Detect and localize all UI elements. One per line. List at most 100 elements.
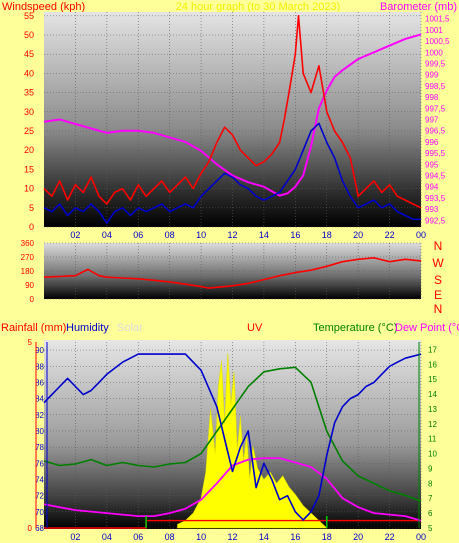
x-tick-label: 04 bbox=[102, 230, 112, 240]
humidity-tick-label: 76 bbox=[35, 459, 44, 468]
barometer-tick-label: 999,5 bbox=[425, 60, 446, 69]
barometer-tick-label: 996 bbox=[425, 138, 439, 147]
temperature-tick-label: 16 bbox=[428, 360, 437, 369]
windspeed-tick-label: 15 bbox=[24, 164, 34, 174]
temperature-tick-label: 15 bbox=[428, 375, 437, 384]
barometer-tick-label: 994 bbox=[425, 183, 439, 192]
compass-e: E bbox=[434, 288, 442, 302]
temperature-line bbox=[43, 366, 422, 502]
barometer-tick-label: 998,5 bbox=[425, 82, 446, 91]
humidity-ticks: 68 70 72 74 76 78 80 82 84 86 88 90 bbox=[35, 346, 44, 533]
climate-x-ticks: 02 04 06 08 10 12 14 16 18 20 22 00 bbox=[70, 532, 426, 542]
temperature-tick-label: 7 bbox=[428, 494, 433, 503]
climate-grid bbox=[44, 342, 422, 529]
x-tick-label: 00 bbox=[416, 532, 426, 542]
x-tick-label: 12 bbox=[227, 230, 237, 240]
windspeed-tick-label: 5 bbox=[29, 203, 34, 213]
barometer-tick-label: 1001 bbox=[425, 26, 443, 35]
x-tick-label: 14 bbox=[259, 230, 269, 240]
x-tick-label: 18 bbox=[322, 230, 332, 240]
x-tick-label: 18 bbox=[322, 532, 332, 542]
humidity-tick-label: 86 bbox=[35, 378, 44, 387]
barometer-tick-label: 992,5 bbox=[425, 216, 446, 225]
direction-tick-label: 180 bbox=[21, 267, 35, 276]
windspeed-tick-label: 30 bbox=[24, 107, 34, 117]
barometer-tick-label: 1001,5 bbox=[425, 15, 450, 24]
x-tick-label: 22 bbox=[385, 532, 395, 542]
direction-tick-label: 360 bbox=[21, 239, 35, 248]
x-tick-label: 22 bbox=[385, 230, 395, 240]
x-tick-label: 06 bbox=[133, 532, 143, 542]
wind-x-ticks: 02 04 06 08 10 12 14 16 18 20 22 00 bbox=[70, 230, 426, 240]
temperature-tick-label: 6 bbox=[428, 509, 433, 518]
direction-ticks: 0 90 180 270 360 bbox=[21, 239, 35, 304]
x-tick-label: 06 bbox=[133, 230, 143, 240]
windspeed-tick-label: 55 bbox=[24, 11, 34, 21]
humidity-line bbox=[43, 353, 422, 521]
windspeed-axis-title: Windspeed (kph) bbox=[2, 1, 85, 13]
x-tick-label: 16 bbox=[290, 230, 300, 240]
temperature-ticks: 5 6 7 8 9 10 11 12 13 14 15 16 17 bbox=[428, 345, 437, 533]
rain-tick-label: 0 bbox=[28, 524, 33, 533]
windspeed-tick-label: 50 bbox=[24, 30, 34, 40]
barometer-axis-title: Barometer (mb) bbox=[380, 1, 457, 13]
climate-series bbox=[43, 353, 422, 529]
x-tick-label: 16 bbox=[290, 532, 300, 542]
dewpoint-line bbox=[43, 457, 422, 522]
barometer-tick-label: 997 bbox=[425, 116, 439, 125]
rain-ticks: 05 bbox=[28, 338, 33, 533]
temperature-tick-label: 12 bbox=[428, 420, 437, 429]
temperature-tick-label: 8 bbox=[428, 479, 433, 488]
windspeed-tick-label: 35 bbox=[24, 88, 34, 98]
compass-w: W bbox=[432, 256, 444, 270]
rainfall-axis-title: Rainfall (mm) bbox=[1, 322, 66, 334]
humidity-tick-label: 88 bbox=[35, 362, 44, 371]
x-tick-label: 20 bbox=[353, 532, 363, 542]
windspeed-tick-label: 0 bbox=[29, 222, 34, 232]
windspeed-tick-label: 25 bbox=[24, 126, 34, 136]
compass-n-top: N bbox=[434, 239, 443, 253]
direction-tick-label: 0 bbox=[30, 295, 35, 304]
humidity-tick-label: 78 bbox=[35, 443, 44, 452]
barometer-tick-label: 993,5 bbox=[425, 194, 446, 203]
uv-legend: UV bbox=[247, 322, 263, 334]
wind-series bbox=[43, 15, 422, 224]
barometer-tick-label: 1000 bbox=[425, 48, 443, 57]
barometer-tick-label: 995 bbox=[425, 160, 439, 169]
x-tick-label: 04 bbox=[102, 532, 112, 542]
wind-direction-line bbox=[43, 256, 422, 289]
barometer-tick-label: 998 bbox=[425, 93, 439, 102]
direction-series bbox=[43, 256, 422, 289]
temperature-tick-label: 17 bbox=[428, 345, 437, 354]
temperature-tick-label: 14 bbox=[428, 390, 437, 399]
wind-gust-line bbox=[43, 15, 422, 209]
x-tick-label: 02 bbox=[70, 532, 80, 542]
rain-tick-label: 5 bbox=[28, 338, 33, 347]
barometer-tick-label: 994,5 bbox=[425, 171, 446, 180]
x-tick-label: 10 bbox=[196, 230, 206, 240]
direction-grid bbox=[44, 242, 422, 300]
wind-panel bbox=[44, 12, 421, 227]
humidity-tick-label: 80 bbox=[35, 427, 44, 436]
direction-tick-label: 270 bbox=[21, 253, 35, 262]
wind-average-line bbox=[43, 122, 421, 224]
windspeed-ticks: 0 5 10 15 20 25 30 35 40 45 50 55 bbox=[24, 11, 34, 232]
x-tick-label: 00 bbox=[416, 230, 426, 240]
humidity-tick-label: 70 bbox=[35, 508, 44, 517]
humidity-legend: Humidity bbox=[66, 322, 109, 334]
humidity-tick-label: 82 bbox=[35, 411, 44, 420]
x-tick-label: 02 bbox=[70, 230, 80, 240]
x-tick-label: 12 bbox=[227, 532, 237, 542]
x-tick-label: 10 bbox=[196, 532, 206, 542]
temperature-legend: Temperature (°C) bbox=[313, 322, 397, 334]
windspeed-tick-label: 45 bbox=[24, 49, 34, 59]
temperature-tick-label: 5 bbox=[428, 524, 433, 533]
humidity-tick-label: 90 bbox=[35, 346, 44, 355]
barometer-ticks: 992,5 993 993,5 994 994,5 995 995,5 996 996,5 997… bbox=[425, 15, 450, 226]
temperature-tick-label: 13 bbox=[428, 405, 437, 414]
windspeed-tick-label: 20 bbox=[24, 145, 34, 155]
x-tick-label: 14 bbox=[259, 532, 269, 542]
barometer-tick-label: 1000,5 bbox=[425, 37, 450, 46]
temperature-tick-label: 9 bbox=[428, 464, 433, 473]
direction-tick-label: 90 bbox=[25, 281, 34, 290]
